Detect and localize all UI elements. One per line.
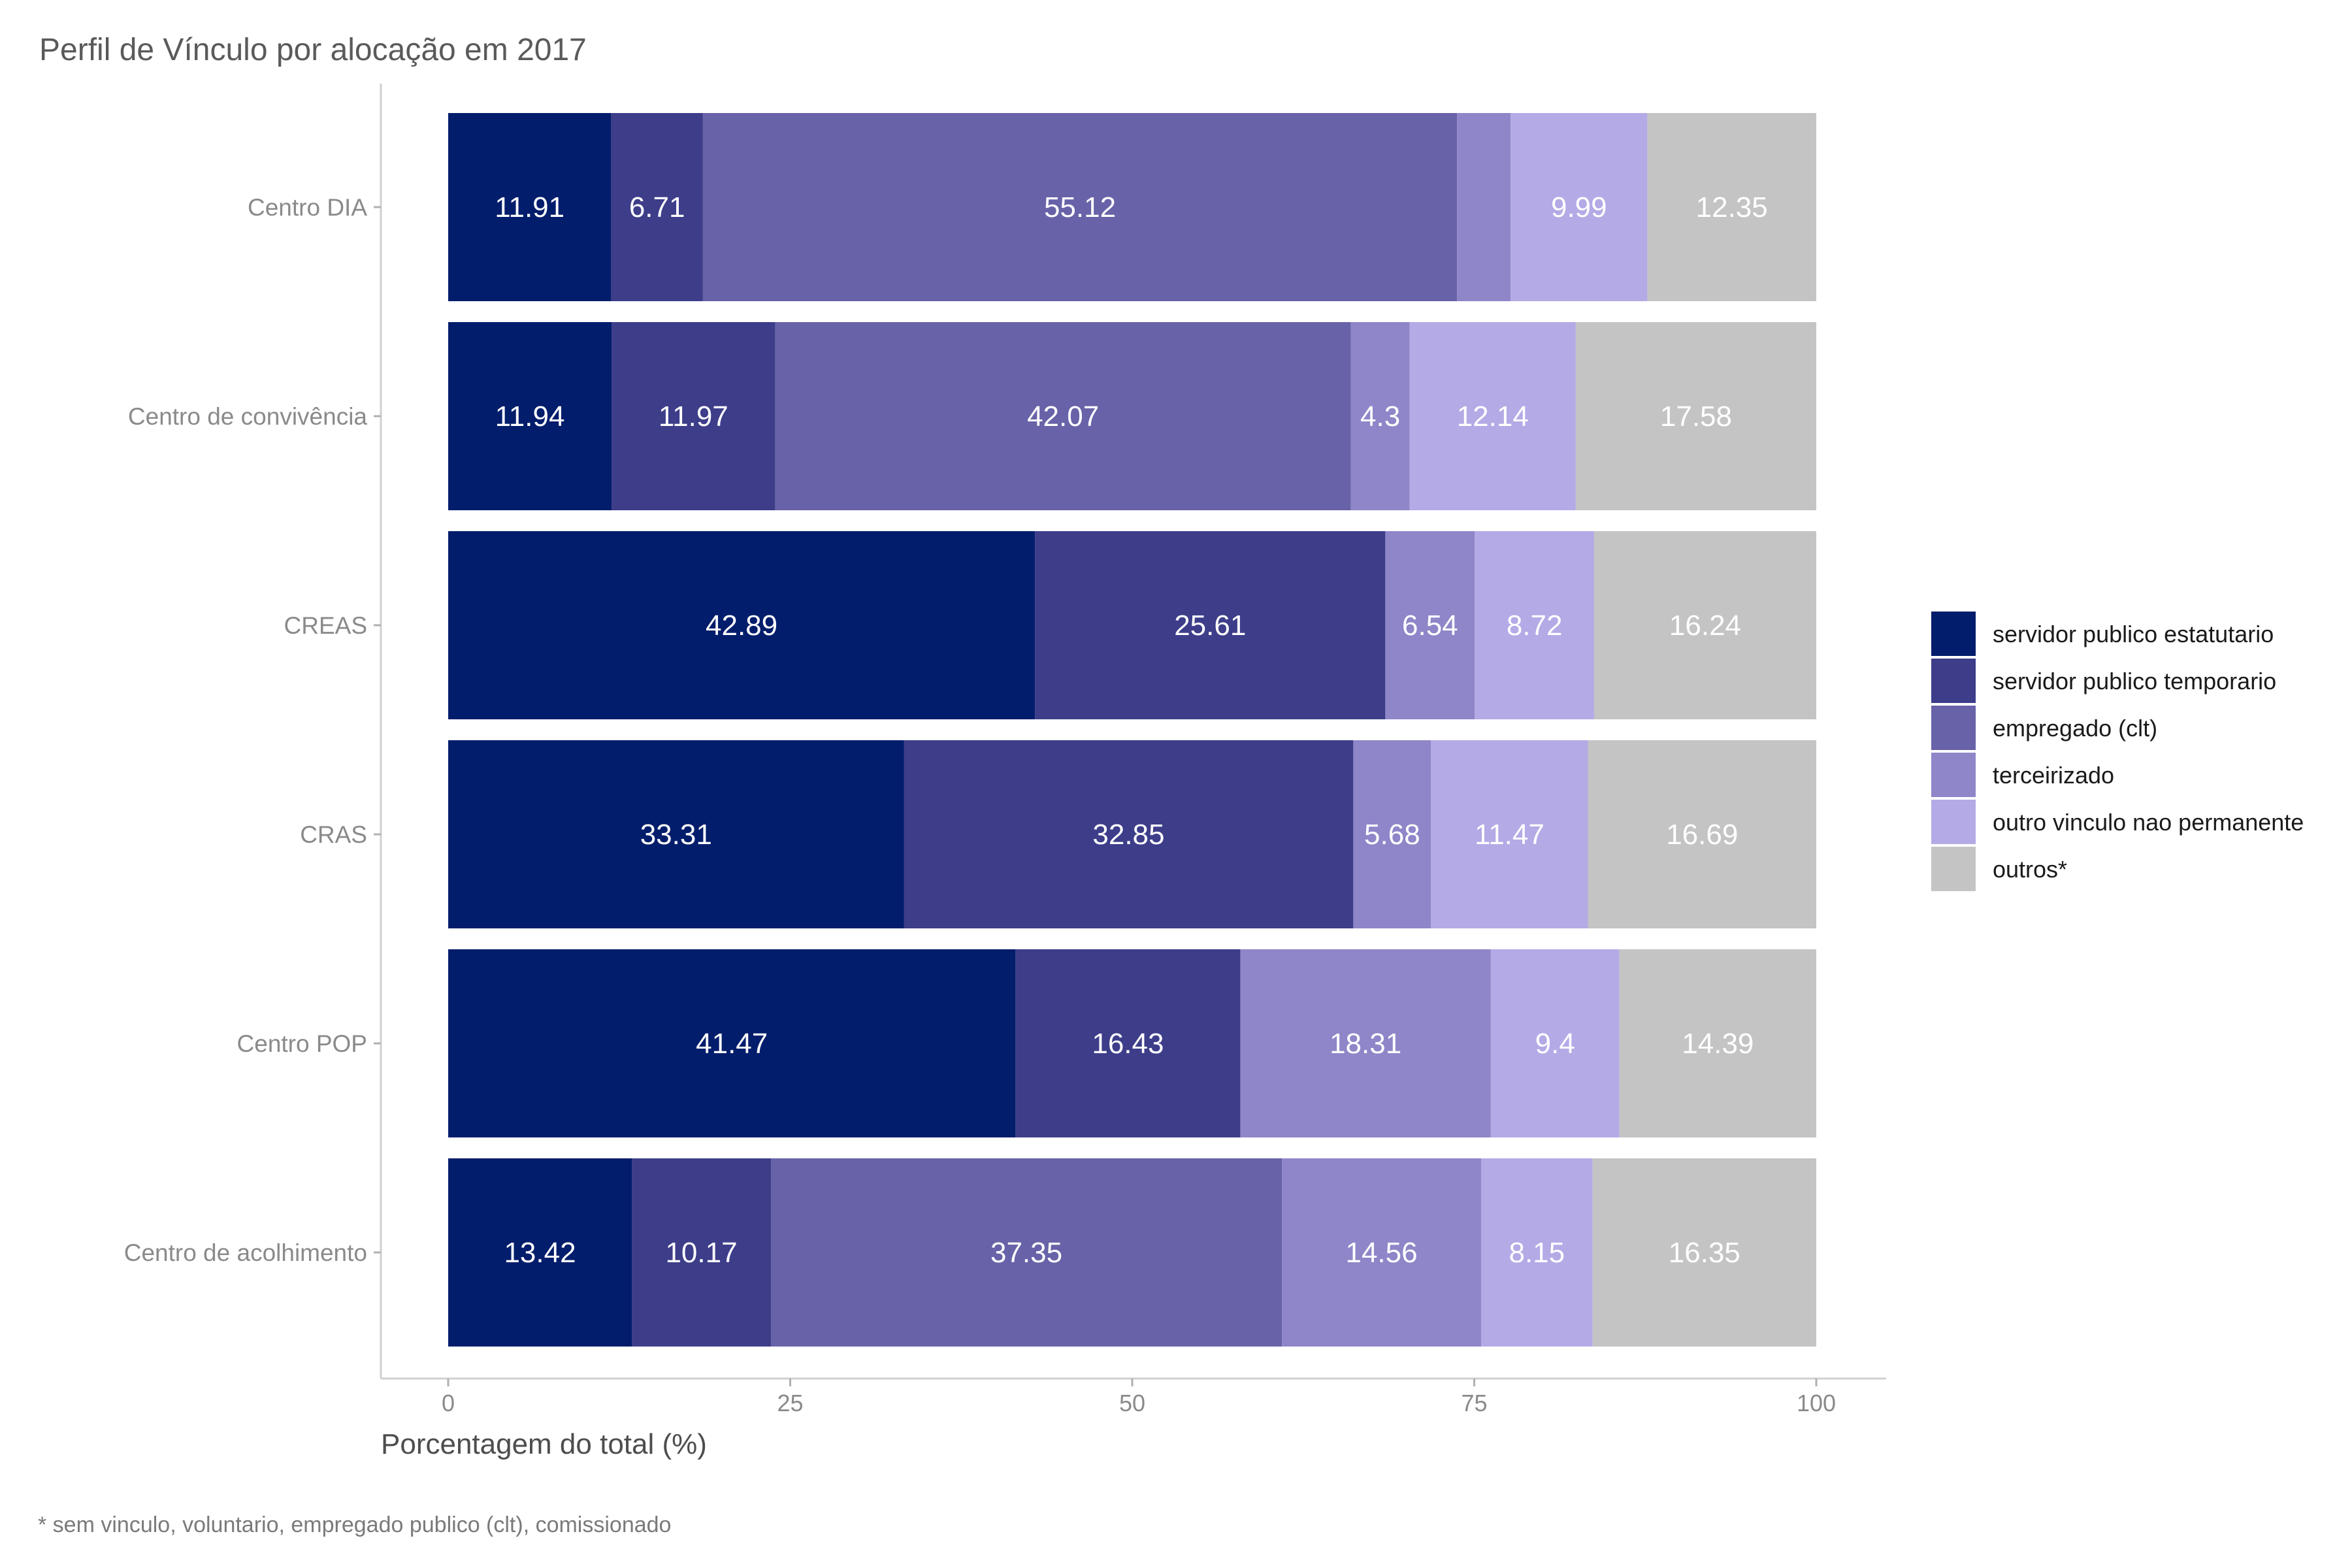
bar-value-label: 42.89 — [706, 610, 777, 642]
bar-segment — [775, 322, 1351, 510]
legend-label: empregado (clt) — [1993, 715, 2157, 742]
legend: servidor publico estatutario servidor pub… — [1931, 612, 2304, 891]
bar-segment — [1511, 113, 1648, 301]
legend-label: servidor publico estatutario — [1993, 621, 2274, 647]
bar-segment — [1457, 113, 1511, 301]
bar-value-label: 14.39 — [1682, 1028, 1754, 1060]
y-axis-categories: Centro DIA Centro de convivência CREAS CRAS… — [124, 194, 381, 1266]
bar-value-label: 55.12 — [1044, 191, 1116, 223]
bar-segment — [1475, 531, 1594, 719]
bar-segment — [770, 1158, 1282, 1347]
bar-segment — [448, 949, 1016, 1137]
bar-value-label: 16.43 — [1092, 1028, 1164, 1060]
bar-segment — [1409, 322, 1576, 510]
bar-value-label: 33.31 — [640, 819, 712, 851]
legend-label: terceirizado — [1993, 762, 2114, 789]
plot-area: 11.91 6.71 55.12 9.99 12.35 11.94 11.97 42.07 4.… — [448, 113, 1816, 1347]
bar-segment — [1282, 1158, 1481, 1347]
bar-value-label: 41.47 — [696, 1028, 768, 1060]
legend-swatch — [1931, 753, 1976, 797]
bar-segment — [448, 531, 1036, 719]
legend-swatch — [1931, 847, 1976, 891]
bar-segment — [1593, 531, 1816, 719]
bar-segment — [612, 322, 776, 510]
bar-value-label: 37.35 — [990, 1237, 1062, 1269]
bar-segment — [1490, 949, 1620, 1137]
bar-segment — [1015, 949, 1241, 1137]
bar-segment — [702, 113, 1458, 301]
legend-label: servidor publico temporario — [1993, 668, 2276, 694]
bar-value-label: 16.24 — [1669, 610, 1741, 642]
category-label: Centro de convivência — [128, 403, 368, 430]
chart-caption: * sem vinculo, voluntario, empregado pub… — [38, 1512, 671, 1537]
bar-segment — [448, 1158, 632, 1347]
bar-value-label: 11.47 — [1475, 819, 1544, 851]
bar-value-label: 16.69 — [1666, 819, 1738, 851]
bar-segment — [1353, 740, 1431, 928]
x-tick-label: 100 — [1797, 1390, 1836, 1416]
bar-segment — [611, 113, 703, 301]
bar-value-label: 13.42 — [504, 1237, 576, 1269]
bar-segment — [1240, 949, 1491, 1137]
category-label: Centro POP — [237, 1030, 367, 1057]
bar-segment — [448, 322, 612, 510]
x-tick-label: 75 — [1461, 1390, 1487, 1416]
bar-value-label: 16.35 — [1669, 1237, 1740, 1269]
x-tick-label: 50 — [1119, 1390, 1145, 1416]
x-tick-label: 25 — [777, 1390, 803, 1416]
bar-value-label: 11.97 — [659, 400, 728, 433]
bar-value-label: 4.3 — [1360, 400, 1400, 433]
x-axis-title: Porcentagem do total (%) — [381, 1428, 707, 1460]
legend-label: outros* — [1993, 856, 2067, 883]
category-label: CREAS — [284, 612, 367, 639]
bar-value-label: 8.72 — [1507, 610, 1563, 642]
bar-value-label: 12.35 — [1696, 191, 1768, 223]
category-label: Centro de acolhimento — [124, 1239, 367, 1266]
bar-value-label: 17.58 — [1660, 400, 1732, 433]
bar-value-label: 10.17 — [665, 1237, 737, 1269]
bar-segment — [1575, 322, 1816, 510]
bar-value-label: 18.31 — [1330, 1028, 1401, 1060]
bar-segment — [1592, 1158, 1816, 1347]
bar-segment — [904, 740, 1354, 928]
bar-value-label: 11.94 — [495, 400, 565, 433]
bar-value-label: 12.14 — [1457, 400, 1529, 433]
category-label: CRAS — [300, 821, 367, 848]
bar-segment — [1431, 740, 1588, 928]
x-axis-ticks: 0 25 50 75 100 — [442, 1379, 1836, 1416]
bar-value-label: 6.71 — [629, 191, 685, 223]
bar-segment — [1035, 531, 1386, 719]
category-label: Centro DIA — [248, 194, 367, 221]
legend-swatch — [1931, 706, 1976, 750]
legend-label: outro vinculo nao permanente — [1993, 809, 2304, 836]
bar-value-label: 9.4 — [1535, 1028, 1575, 1060]
bar-value-label: 14.56 — [1345, 1237, 1417, 1269]
bar-segment — [1385, 531, 1475, 719]
bar-value-label: 25.61 — [1174, 610, 1246, 642]
x-tick-label: 0 — [442, 1390, 455, 1416]
bar-value-label: 11.91 — [495, 191, 564, 223]
bar-segment — [1588, 740, 1816, 928]
bar-value-label: 8.15 — [1509, 1237, 1565, 1269]
chart-title: Perfil de Vínculo por alocação em 2017 — [39, 33, 587, 67]
bar-segment — [448, 740, 904, 928]
bar-segment — [448, 113, 612, 301]
bar-segment — [1619, 949, 1816, 1137]
bar-segment — [1647, 113, 1816, 301]
legend-swatch — [1931, 659, 1976, 703]
legend-swatch — [1931, 800, 1976, 844]
legend-swatch — [1931, 612, 1976, 656]
bar-value-label: 9.99 — [1551, 191, 1607, 223]
bar-segment — [1350, 322, 1410, 510]
bar-value-label: 32.85 — [1092, 819, 1164, 851]
bar-value-label: 42.07 — [1027, 400, 1099, 433]
bar-segment — [1480, 1158, 1593, 1347]
bar-value-label: 6.54 — [1402, 610, 1458, 642]
bar-value-label: 5.68 — [1364, 819, 1420, 851]
bar-segment — [632, 1158, 771, 1347]
